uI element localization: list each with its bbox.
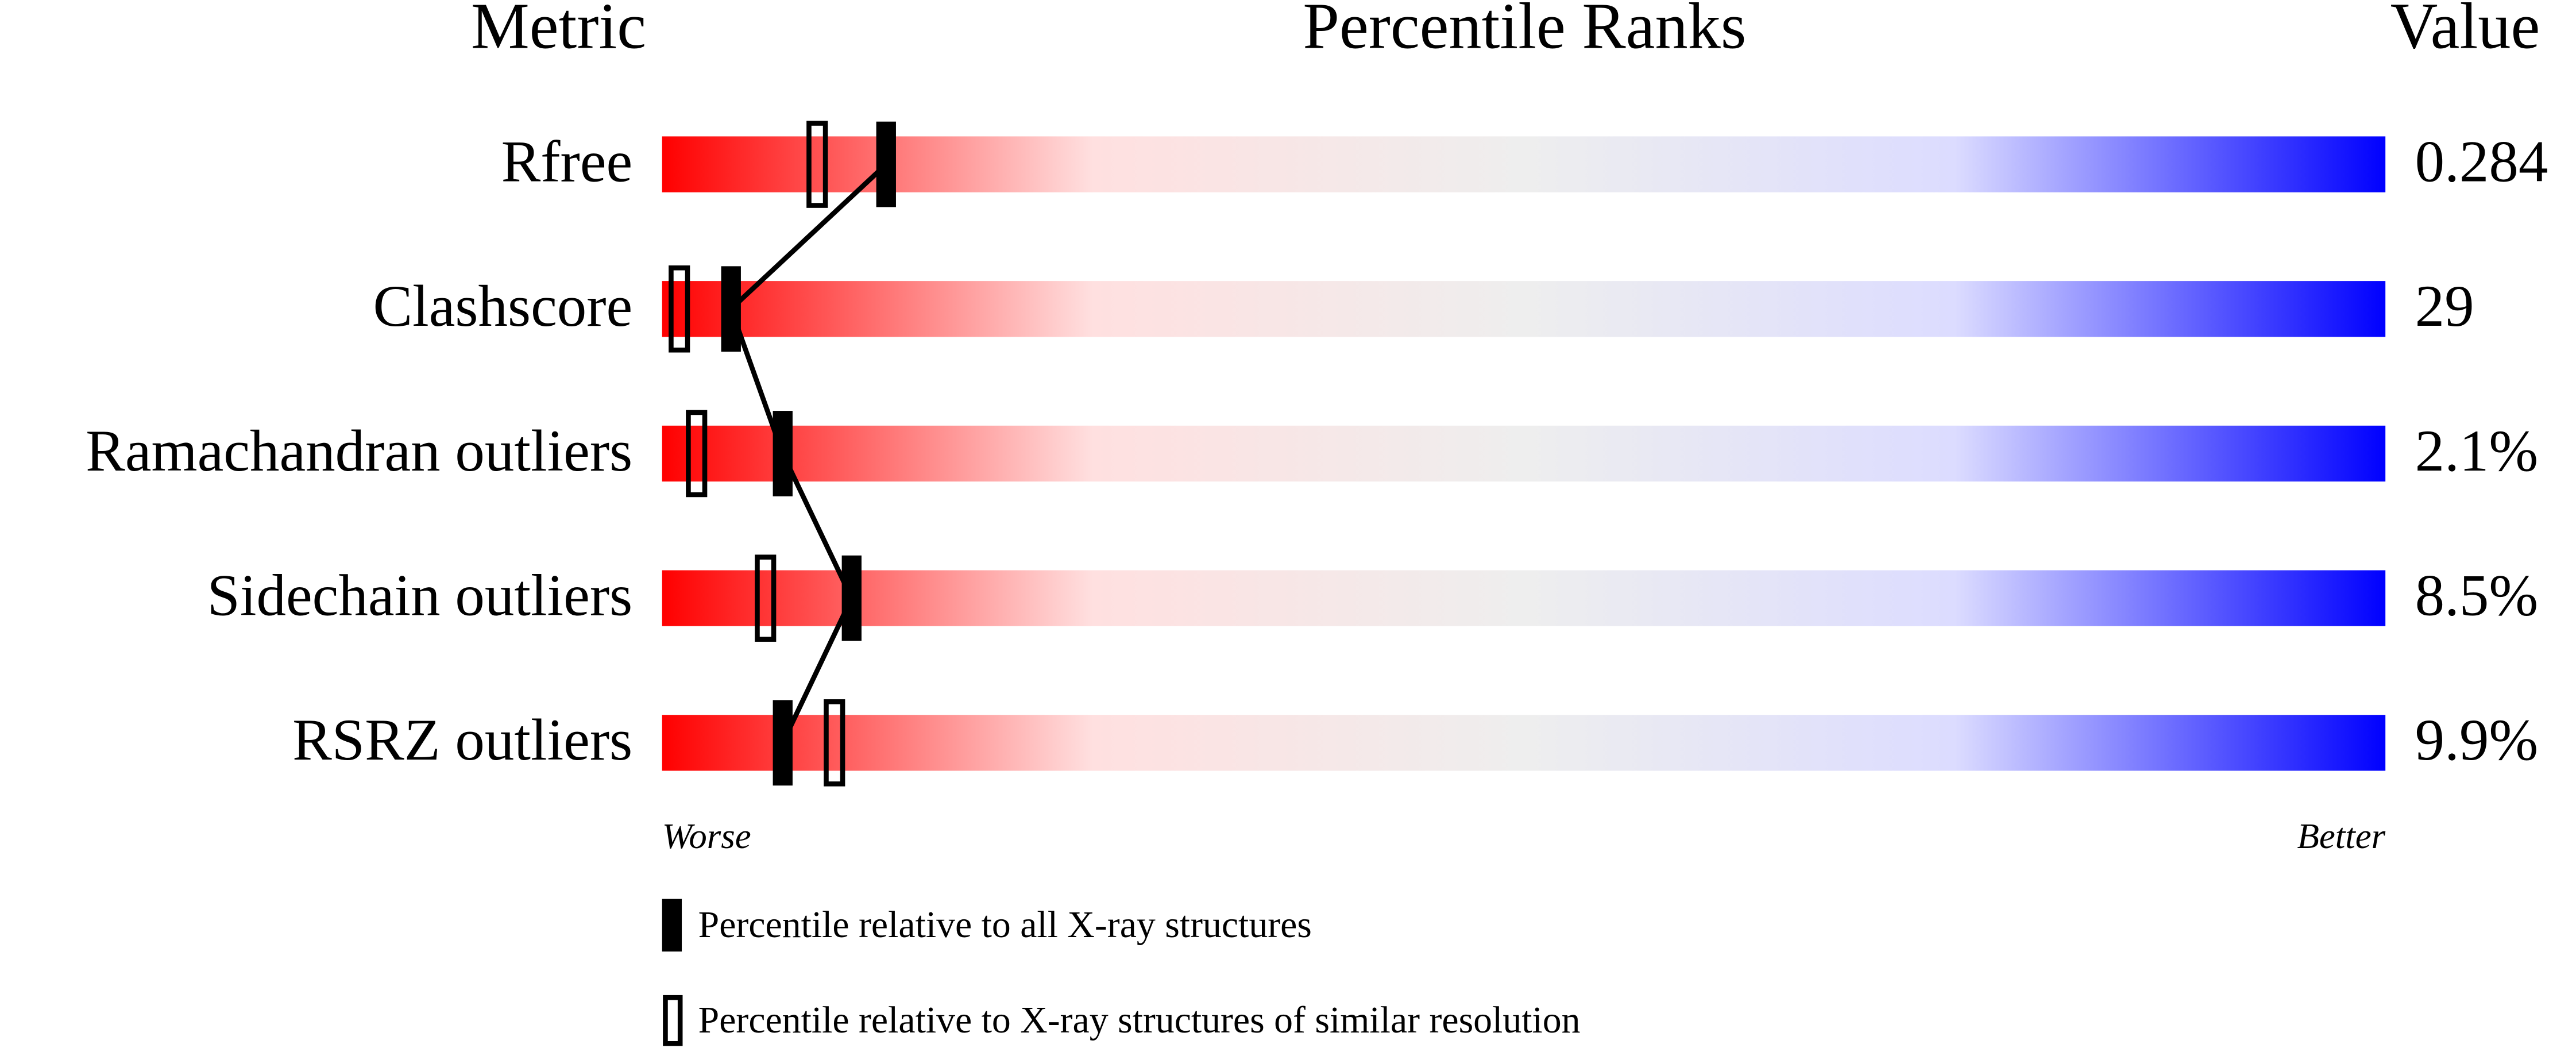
percentile-bar — [662, 136, 2386, 192]
percentile-bar — [662, 425, 2386, 482]
better-label: Better — [2297, 816, 2385, 856]
metric-label: RSRZ outliers — [292, 707, 632, 773]
percentile-bar — [662, 570, 2386, 626]
marker-filled — [721, 266, 741, 352]
metric-label: Ramachandran outliers — [86, 418, 632, 484]
metric-label: Sidechain outliers — [207, 562, 633, 628]
legend-label: Percentile relative to X-ray structures … — [698, 999, 1581, 1041]
marker-filled — [841, 555, 862, 641]
metric-value: 8.5% — [2415, 562, 2539, 628]
marker-open — [686, 410, 708, 498]
percentile-bar — [662, 715, 2386, 771]
marker-open — [806, 121, 828, 208]
marker-filled — [773, 411, 793, 496]
worse-label: Worse — [662, 816, 751, 856]
header-metric: Metric — [471, 0, 646, 62]
marker-filled — [773, 700, 793, 786]
header-value: Value — [2390, 0, 2540, 62]
marker-filled — [876, 121, 896, 207]
metric-value: 0.284 — [2415, 129, 2548, 194]
legend-label: Percentile relative to all X-ray structu… — [698, 904, 1312, 946]
marker-open — [755, 554, 777, 642]
percentile-bar — [662, 281, 2386, 337]
metric-value: 2.1% — [2415, 418, 2539, 484]
header-percentile: Percentile Ranks — [1303, 0, 1746, 62]
metric-value: 9.9% — [2415, 707, 2539, 773]
metric-value: 29 — [2415, 273, 2474, 339]
metric-label: Rfree — [501, 129, 633, 194]
legend-marker-filled — [662, 899, 682, 952]
marker-open — [669, 265, 690, 353]
metric-label: Clashscore — [373, 273, 632, 339]
legend-marker-open — [663, 995, 683, 1046]
marker-open — [824, 699, 845, 787]
